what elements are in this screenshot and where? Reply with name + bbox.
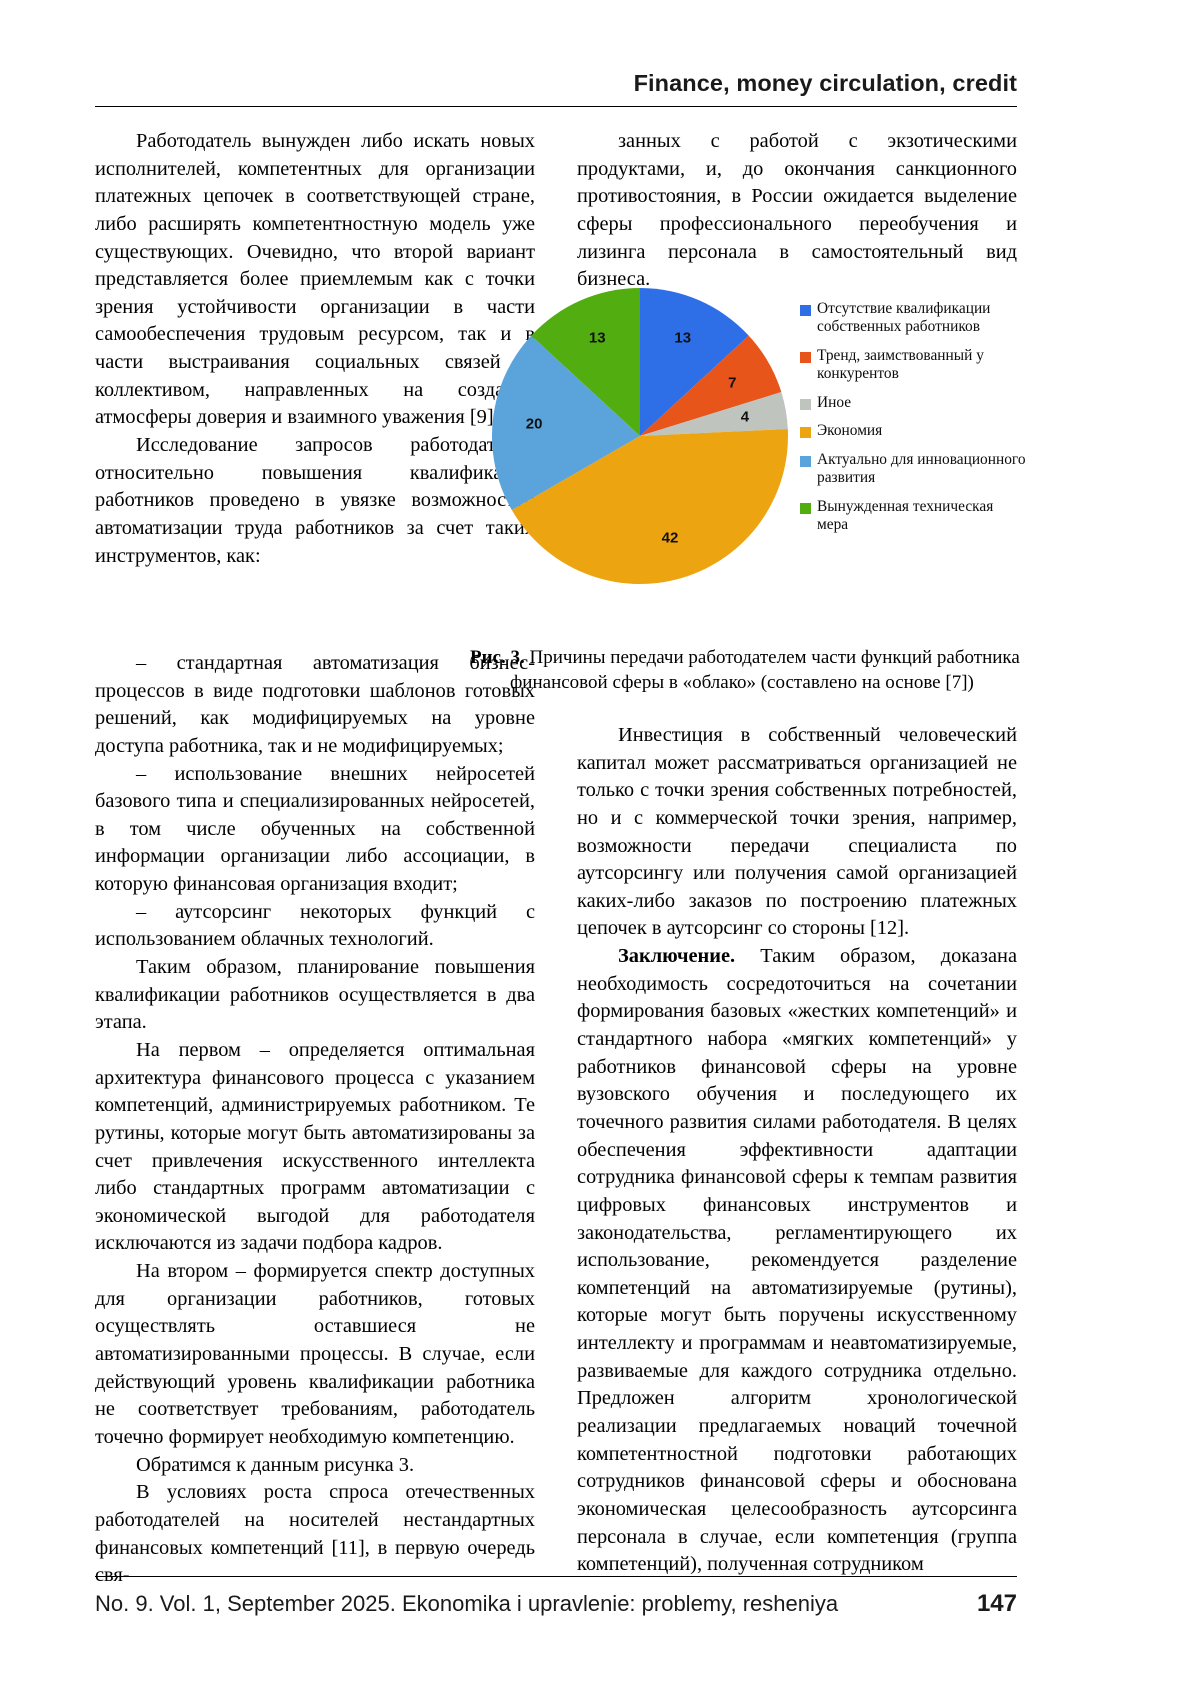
paragraph-conclusion: Заключение. Таким образом, доказана необ… [577,943,1017,1579]
figure-caption-line2: финансовой сферы в «облако» (составлено … [510,672,974,694]
figure-caption-label: Рис. 3. [470,647,525,668]
conclusion-lead: Заключение. [618,945,736,968]
legend-swatch-icon [800,305,811,316]
pie-data-label: 7 [728,374,737,392]
legend-item: Вынужденная техническая мера [800,498,1028,535]
legend-label: Актуально для инновационного развития [817,450,1026,487]
paragraph: – использование внешних нейросетей базов… [95,762,535,896]
page-number: 147 [976,1590,1017,1617]
pie-slice [531,288,640,436]
page-footer: No. 9. Vol. 1, September 2025. Ekonomika… [95,1590,1017,1618]
footer-citation: No. 9. Vol. 1, September 2025. Ekonomika… [95,1591,839,1616]
legend-label: Вынужденная техническая мера [817,497,994,534]
legend-swatch-icon [800,351,811,363]
paragraph: Обратимся к данным рисунка 3. [136,1453,415,1476]
paragraph: – стандартная автоматизация бизнес-проце… [95,652,535,757]
paragraph: Инвестиция в собственный человеческий ка… [577,724,1017,940]
legend-swatch-icon [800,398,811,410]
figure-caption-line1: Причины передачи работодателем части фун… [524,647,1020,668]
legend-label: Экономия [817,422,883,440]
paragraph: – аутсорсинг некоторых функций с использ… [95,900,535,951]
paragraph: В условиях роста спроса отечественных ра… [95,1481,535,1587]
pie-slice [640,335,782,436]
legend-item: Экономия [800,422,1028,440]
header-title: Finance, money circulation, credit [633,70,1017,96]
pie-data-label: 13 [674,329,692,347]
pie-chart: 13 7 4 42 20 13 [490,286,790,586]
pie-data-label: 4 [740,408,750,426]
legend-swatch-icon [800,427,811,439]
paragraph: занных с работой с экзотическими продукт… [577,130,1017,291]
paragraph: Работодатель вынужден либо искать новых … [95,130,535,429]
legend-label: Тренд, заимствованный у конкурентов [817,346,984,383]
legend-swatch-icon [800,455,811,467]
pie-data-label: 42 [661,529,679,547]
paragraph: На первом – определяется оптимальная арх… [95,1038,535,1255]
legend-item: Тренд, заимствованный у конкурентов [800,347,1028,384]
page-header: Finance, money circulation, credit [95,70,1017,108]
legend-item: Отсутствие квалификации собственных рабо… [800,300,1028,337]
paragraph: На втором – формируется спектр доступных… [95,1260,535,1448]
paragraph: Таким образом, планирование повышения кв… [95,956,535,1034]
legend-label: Отсутствие квалификации собственных рабо… [817,300,991,336]
legend-label: Иное [817,393,852,411]
footer-divider [95,1576,1017,1577]
paragraph: Исследование запросов работодателей отно… [95,434,535,567]
pie-chart-svg [492,288,788,584]
figure-caption: Рис. 3. Причины передачи работодателем ч… [470,645,1030,695]
chart-legend: Отсутствие квалификации собственных рабо… [800,300,1028,545]
pie-data-label: 13 [588,329,606,347]
legend-swatch-icon [800,502,811,514]
header-divider [95,106,1017,108]
pie-slice [640,392,788,436]
left-column-lower: – стандартная автоматизация бизнес-проце… [95,650,535,1590]
legend-item: Актуально для инновационного развития [800,451,1028,488]
right-column-upper: занных с работой с экзотическими продукт… [577,128,1017,294]
pie-slice [492,335,640,510]
legend-item: Иное [800,394,1028,412]
pie-data-label: 20 [525,415,543,433]
conclusion-body: Таким образом, доказана необходимость со… [577,945,1017,1576]
pie-slice [511,428,788,584]
right-column-lower: Инвестиция в собственный человеческий ка… [577,722,1017,1579]
figure-pie-chart: 13 7 4 42 20 13 Отсутствие квалификации собст… [470,282,1030,592]
left-column-upper: Работодатель вынужден либо искать новых … [95,128,535,570]
pie-slice [640,288,749,436]
